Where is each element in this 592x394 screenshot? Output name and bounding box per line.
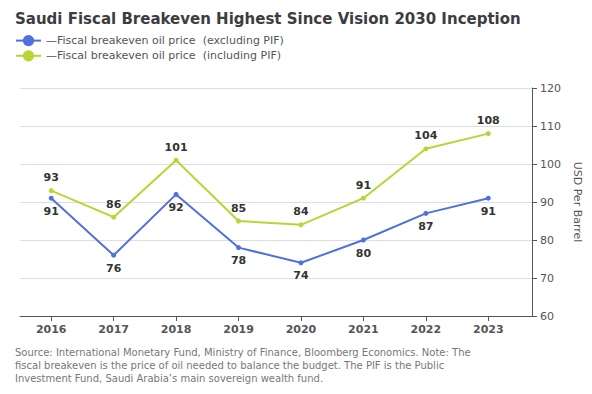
svg-text:2023: 2023 bbox=[473, 323, 504, 336]
svg-text:fiscal breakeven is the price: fiscal breakeven is the price of oil nee… bbox=[15, 360, 444, 371]
svg-text:60: 60 bbox=[540, 310, 554, 323]
svg-text:86: 86 bbox=[106, 198, 122, 211]
svg-text:90: 90 bbox=[540, 196, 554, 209]
svg-text:104: 104 bbox=[414, 129, 437, 142]
svg-text:2022: 2022 bbox=[411, 323, 442, 336]
svg-text:80: 80 bbox=[356, 247, 372, 260]
svg-text:74: 74 bbox=[293, 269, 309, 282]
svg-text:100: 100 bbox=[540, 158, 561, 171]
svg-text:2018: 2018 bbox=[161, 323, 192, 336]
svg-text:91: 91 bbox=[356, 179, 371, 192]
svg-text:2019: 2019 bbox=[223, 323, 254, 336]
svg-text:91: 91 bbox=[481, 205, 496, 218]
svg-text:84: 84 bbox=[293, 205, 309, 218]
svg-text:—Fiscal breakeven oil price (: —Fiscal breakeven oil price (excluding P… bbox=[46, 34, 284, 47]
svg-text:93: 93 bbox=[44, 171, 59, 184]
svg-text:—Fiscal breakeven oil price (: —Fiscal breakeven oil price (including P… bbox=[46, 49, 281, 62]
svg-text:120: 120 bbox=[540, 82, 561, 95]
svg-text:101: 101 bbox=[165, 141, 188, 154]
svg-text:76: 76 bbox=[106, 262, 122, 275]
svg-text:110: 110 bbox=[540, 120, 561, 133]
svg-text:Saudi Fiscal Breakeven Highest: Saudi Fiscal Breakeven Highest Since Vis… bbox=[15, 10, 521, 28]
svg-text:USD Per Barrel: USD Per Barrel bbox=[571, 162, 584, 243]
svg-text:80: 80 bbox=[540, 234, 554, 247]
svg-text:70: 70 bbox=[540, 272, 554, 285]
svg-text:78: 78 bbox=[231, 254, 246, 267]
svg-text:108: 108 bbox=[477, 114, 500, 127]
svg-text:85: 85 bbox=[231, 202, 246, 215]
svg-text:92: 92 bbox=[168, 201, 183, 214]
svg-text:91: 91 bbox=[44, 205, 59, 218]
svg-text:Investment Fund, Saudi Arabia’: Investment Fund, Saudi Arabia’s main sov… bbox=[15, 373, 323, 384]
svg-text:87: 87 bbox=[418, 220, 433, 233]
svg-text:2017: 2017 bbox=[98, 323, 129, 336]
svg-text:2016: 2016 bbox=[36, 323, 67, 336]
svg-text:Source: International Monetary: Source: International Monetary Fund, Min… bbox=[15, 347, 471, 358]
svg-text:2021: 2021 bbox=[348, 323, 379, 336]
svg-text:2020: 2020 bbox=[286, 323, 317, 336]
